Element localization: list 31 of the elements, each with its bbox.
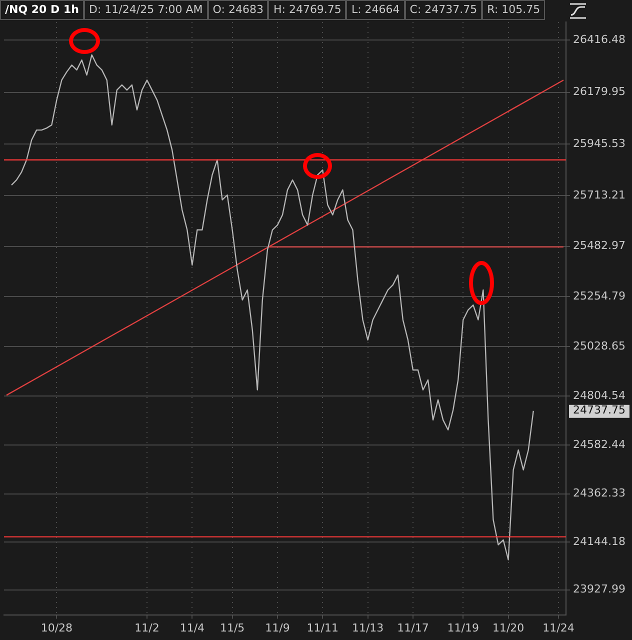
x-tick-label: 11/11 bbox=[306, 621, 338, 634]
x-tick-label: 11/2 bbox=[134, 621, 160, 634]
y-tick-label: 24144.18 bbox=[573, 534, 626, 548]
y-tick-label: 24582.44 bbox=[573, 438, 626, 452]
text: C: 24737.75 bbox=[404, 0, 482, 20]
chart-title: /NQ 20 D 1h bbox=[0, 0, 84, 20]
y-tick-label: 25945.53 bbox=[573, 136, 626, 150]
text: R: 105.75 bbox=[482, 0, 546, 20]
y-tick-label: 24362.33 bbox=[573, 486, 626, 500]
text: D: 11/24/25 7:00 AM bbox=[84, 0, 208, 20]
text: H: 24769.75 bbox=[268, 0, 346, 20]
x-tick-label: 11/9 bbox=[265, 621, 290, 634]
x-tick-label: 10/28 bbox=[40, 621, 73, 634]
x-tick-label: 11/5 bbox=[220, 621, 245, 634]
y-tick-label: 25028.65 bbox=[573, 340, 626, 353]
text: 24737.75 bbox=[573, 404, 626, 417]
x-tick-label: 11/4 bbox=[180, 621, 205, 634]
y-tick-label: 26179.95 bbox=[573, 85, 626, 98]
y-tick-label: 26416.48 bbox=[573, 32, 626, 46]
text: L: 24664 bbox=[346, 0, 405, 20]
y-tick-label: 23927.99 bbox=[573, 582, 626, 596]
x-tick-label: 11/24 bbox=[542, 621, 574, 634]
y-tick-label: 25254.79 bbox=[573, 290, 626, 303]
text: O: 24683 bbox=[208, 0, 268, 20]
x-tick-label: 11/19 bbox=[447, 621, 479, 634]
y-tick-label: 25482.97 bbox=[573, 239, 626, 252]
x-tick-label: 11/17 bbox=[397, 621, 429, 634]
x-tick-label: 11/20 bbox=[492, 621, 524, 634]
x-tick-label: 11/13 bbox=[352, 621, 384, 634]
y-tick-label: 25713.21 bbox=[573, 188, 626, 202]
y-tick-label: 24804.54 bbox=[573, 389, 626, 402]
